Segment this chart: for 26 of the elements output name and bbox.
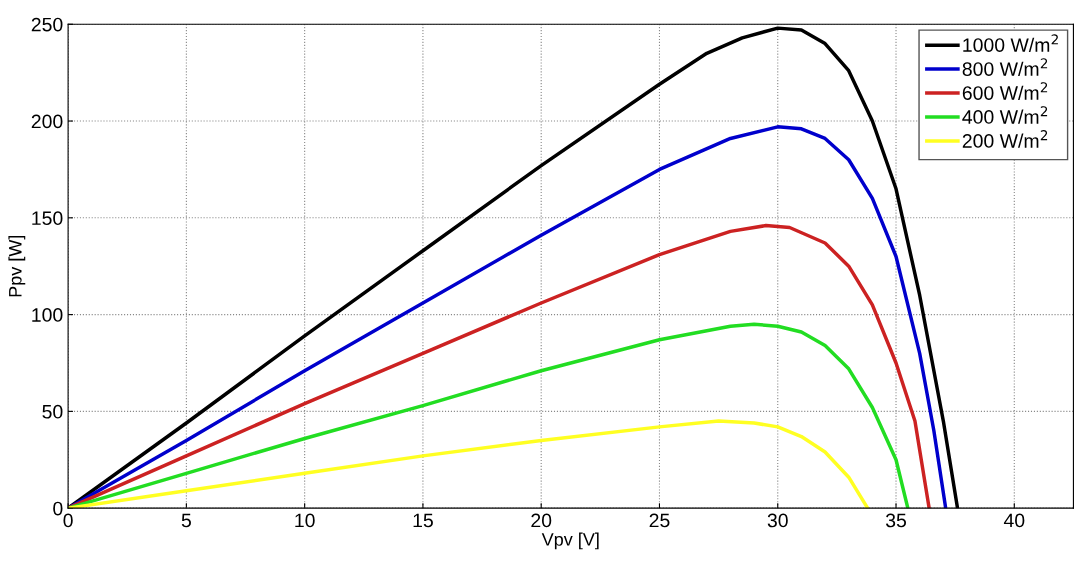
legend-label: 1000 W/m$^{2}$: [963, 34, 1058, 52]
y-tick-label: 100: [32, 308, 63, 322]
y-tick-label: 250: [31, 17, 63, 32]
legend-label: 600 W/m$^{2}$: [962, 82, 1048, 100]
line-series: [68, 419, 870, 509]
x-tick-label: 35: [885, 513, 907, 528]
y-tick-label: 50: [42, 404, 63, 419]
x-tick-label: 25: [649, 513, 670, 528]
legend-label: 800 W/m$^{2}$: [962, 58, 1048, 76]
legend-label: 400 W/m$^{2}$: [962, 106, 1048, 124]
y-tick-label: 0: [53, 501, 63, 516]
x-tick-label: 30: [767, 513, 788, 528]
legend-label: 200 W/m$^{2}$: [962, 130, 1048, 148]
x-tick-label: 5: [181, 513, 191, 528]
y-tick-label: 150: [32, 211, 63, 226]
line-series: [68, 125, 948, 509]
x-axis-title: Vpv [V]: [541, 532, 599, 550]
x-tick-label: 40: [1003, 513, 1025, 528]
x-tick-label: 15: [413, 513, 433, 528]
y-tick-label: 200: [31, 114, 63, 129]
x-tick-label: 20: [531, 513, 552, 528]
line-series: [68, 322, 910, 509]
x-tick-label: 0: [63, 513, 73, 528]
x-tick-label: 10: [295, 513, 315, 528]
line-series: [68, 223, 931, 509]
y-axis-title: Ppv [W]: [8, 235, 26, 297]
